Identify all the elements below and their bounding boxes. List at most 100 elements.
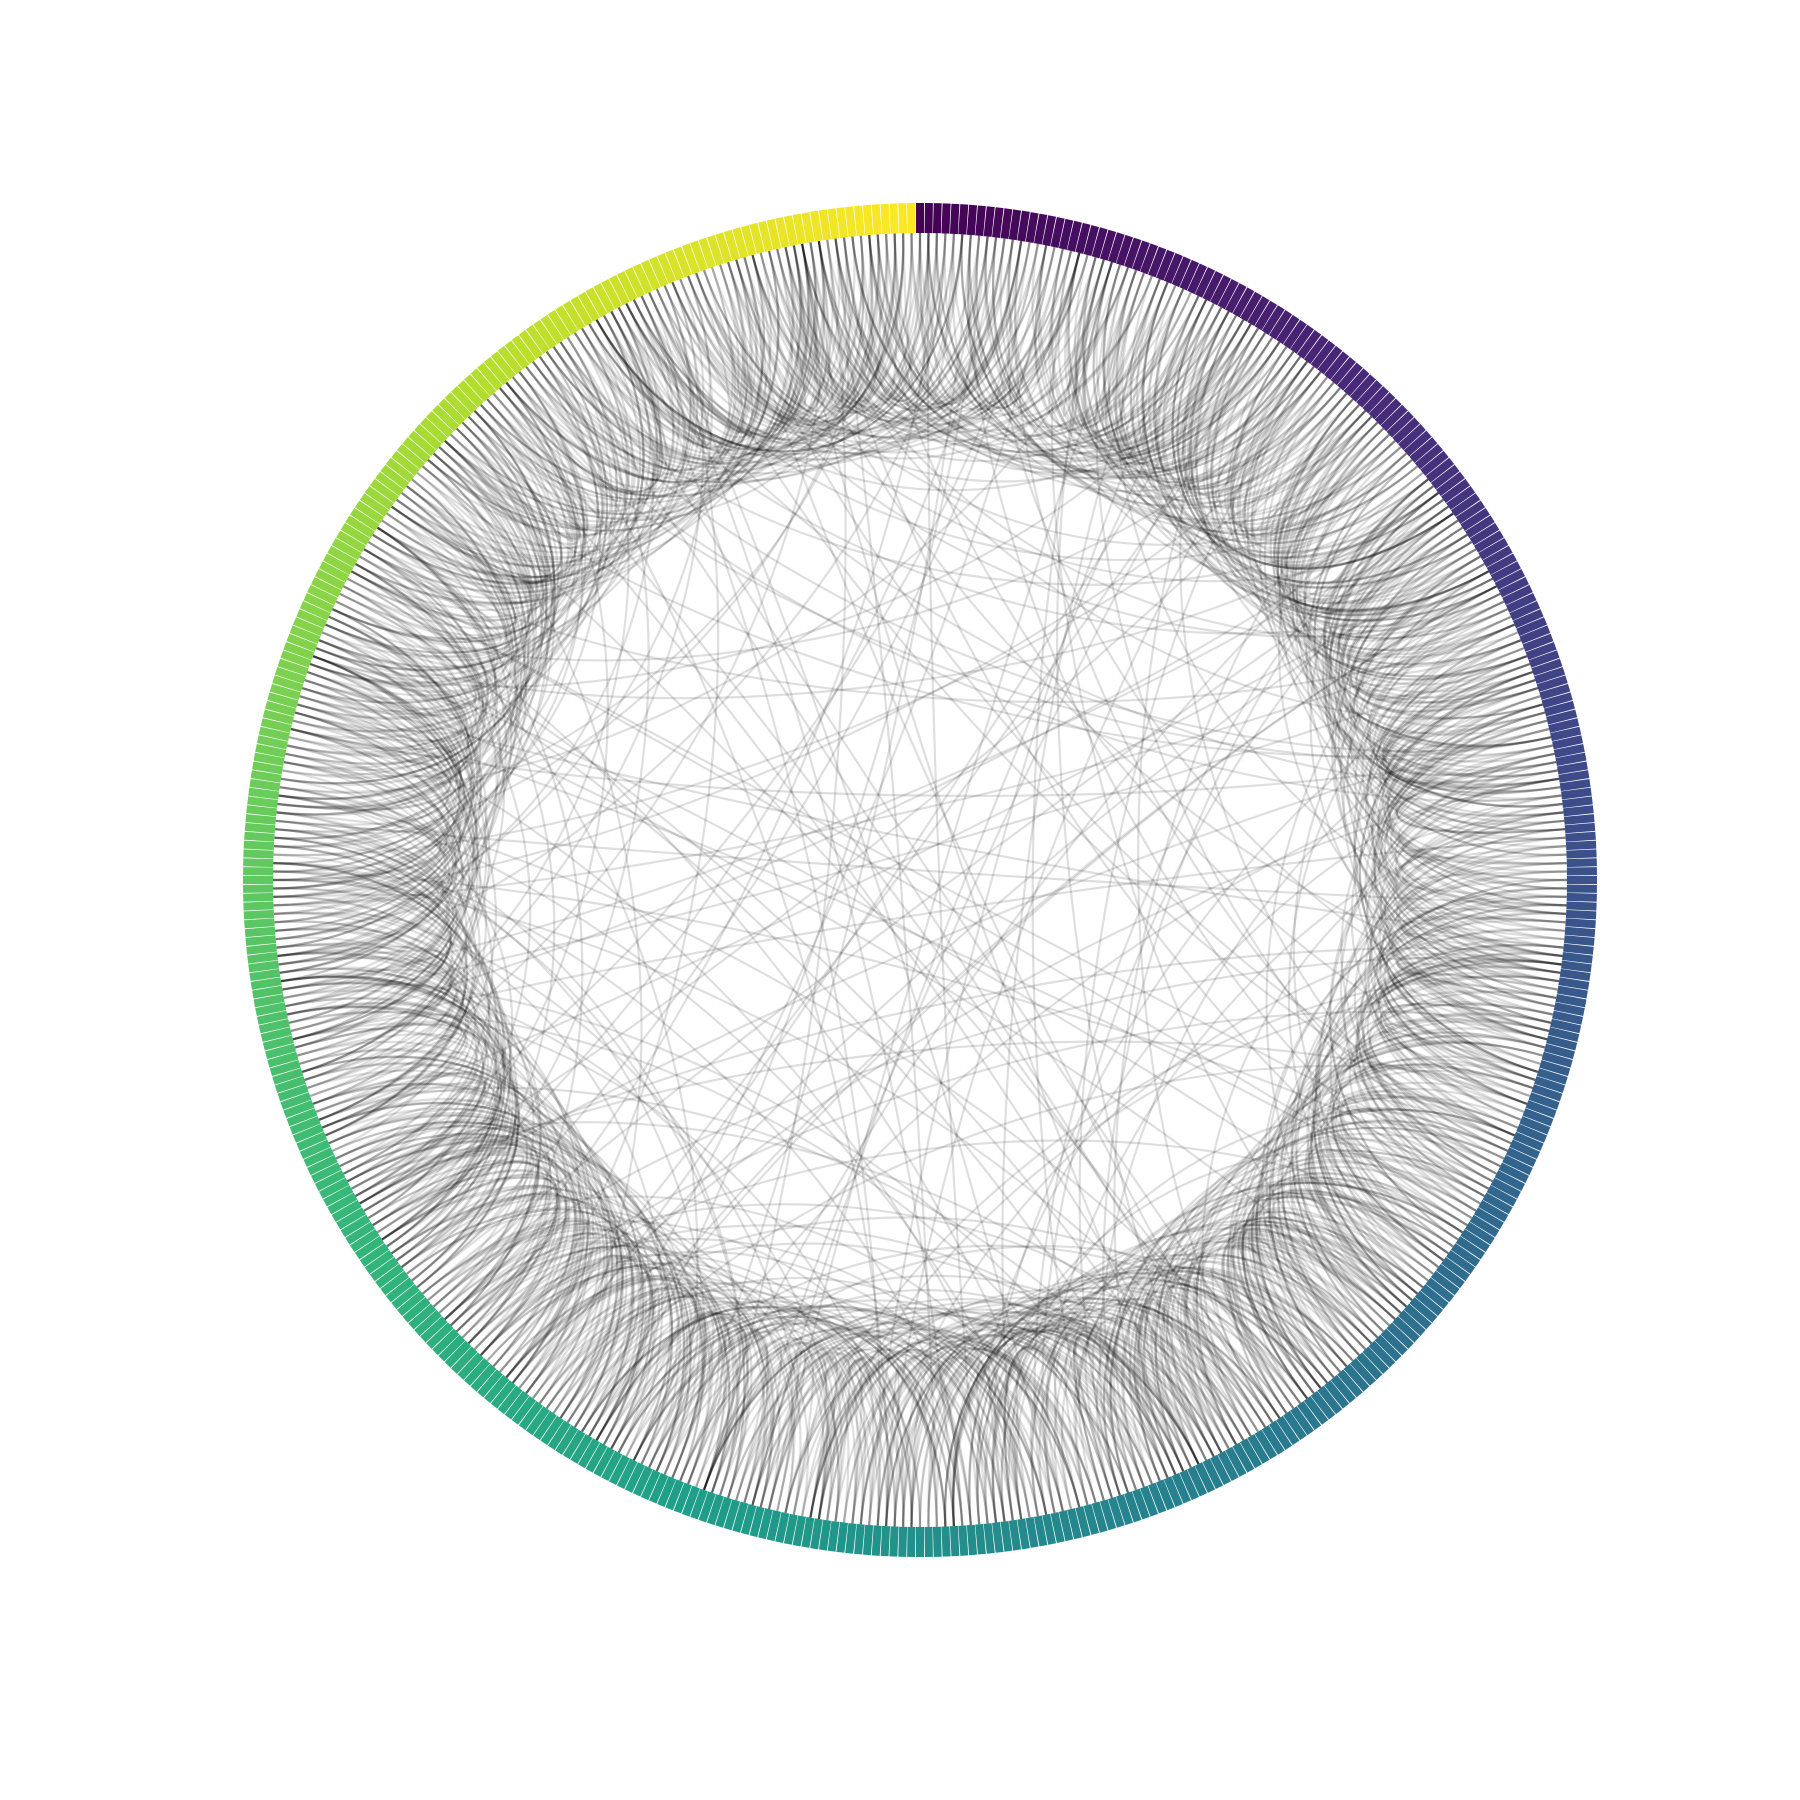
edge <box>1315 845 1567 1289</box>
edge <box>842 237 1006 408</box>
edge <box>277 703 452 811</box>
edge <box>1339 1093 1515 1234</box>
edge <box>1239 1227 1396 1389</box>
edge <box>363 548 556 1268</box>
edge <box>545 350 1434 586</box>
node-marker <box>1330 1374 1356 1404</box>
edge <box>632 243 813 436</box>
edge <box>851 236 1252 457</box>
edge <box>505 1277 774 1508</box>
edge <box>1272 392 1552 747</box>
edge <box>1368 819 1565 1121</box>
edge <box>625 257 767 439</box>
edge <box>801 243 1543 720</box>
node-marker <box>350 1229 380 1253</box>
node-marker <box>547 310 571 340</box>
edge <box>992 237 1281 460</box>
edge <box>274 928 477 1168</box>
edge <box>354 327 630 607</box>
edge <box>1243 366 1445 567</box>
edge <box>655 275 1153 460</box>
edge <box>292 1022 485 1198</box>
node-marker <box>340 1214 371 1238</box>
edge <box>505 237 848 484</box>
edge <box>935 233 1315 477</box>
edge <box>767 1352 866 1525</box>
edge <box>751 1350 807 1512</box>
edge <box>306 498 509 697</box>
edge <box>809 234 882 403</box>
node-marker <box>1441 478 1471 503</box>
edge <box>1271 952 1563 1368</box>
edge <box>767 1349 938 1527</box>
edge <box>277 946 444 1008</box>
edge <box>274 836 449 999</box>
edge <box>376 485 527 604</box>
edge <box>294 711 488 1137</box>
edge <box>274 615 476 924</box>
edge <box>342 585 532 1220</box>
node-marker <box>1557 761 1588 775</box>
edge <box>283 404 560 769</box>
node-marker <box>601 1450 623 1481</box>
node-marker <box>444 392 472 420</box>
edge <box>1362 966 1561 1175</box>
edge <box>301 687 1565 941</box>
edge <box>1372 623 1562 802</box>
node-marker <box>272 675 304 692</box>
edge <box>1073 254 1373 504</box>
node-marker <box>319 1177 350 1199</box>
node-marker <box>414 424 442 451</box>
edge <box>776 248 1558 991</box>
edge <box>1317 836 1566 1282</box>
edge <box>1404 836 1567 859</box>
edge <box>280 427 544 785</box>
node-marker <box>1254 1429 1278 1460</box>
node-marker <box>1337 1369 1363 1398</box>
edge <box>991 1308 1260 1523</box>
edge <box>1361 592 1525 692</box>
node-marker <box>359 493 390 517</box>
edge <box>595 236 989 1441</box>
node-marker <box>1519 1116 1551 1135</box>
edge <box>1236 360 1424 550</box>
node-marker <box>477 1369 503 1398</box>
edge <box>372 727 1550 1227</box>
edge <box>455 1245 680 1465</box>
node-marker <box>1455 1236 1486 1260</box>
node-marker <box>1409 1297 1438 1323</box>
node-marker <box>1217 1450 1239 1481</box>
edge <box>868 1322 1192 1526</box>
node-marker <box>260 1027 292 1042</box>
edge <box>1171 299 1468 585</box>
node-marker <box>723 1499 741 1531</box>
edge <box>625 299 704 447</box>
edge <box>545 239 1014 475</box>
node-marker <box>1225 1446 1247 1477</box>
edge <box>1356 912 1567 1190</box>
edge <box>834 238 1153 432</box>
edge <box>444 1240 714 1485</box>
edge <box>1224 350 1396 529</box>
node-marker <box>1548 1027 1580 1042</box>
node-marker <box>1232 1442 1255 1473</box>
edge <box>1264 1215 1402 1351</box>
edge <box>935 233 1081 411</box>
edge <box>588 1305 955 1527</box>
edge <box>1247 1193 1445 1389</box>
edge <box>1195 1069 1534 1446</box>
edge <box>274 526 499 840</box>
edge <box>1034 245 1208 436</box>
edge <box>395 465 540 585</box>
edge <box>416 1189 548 1302</box>
edge <box>695 250 1073 439</box>
edge <box>461 1224 1200 1465</box>
node-marker <box>1303 335 1329 365</box>
edge <box>767 1346 964 1526</box>
edge <box>1237 1243 1361 1379</box>
edge <box>427 1228 739 1496</box>
edge <box>1102 264 1445 559</box>
edge <box>545 243 811 465</box>
edge <box>842 1340 1097 1523</box>
edge <box>918 232 1308 474</box>
